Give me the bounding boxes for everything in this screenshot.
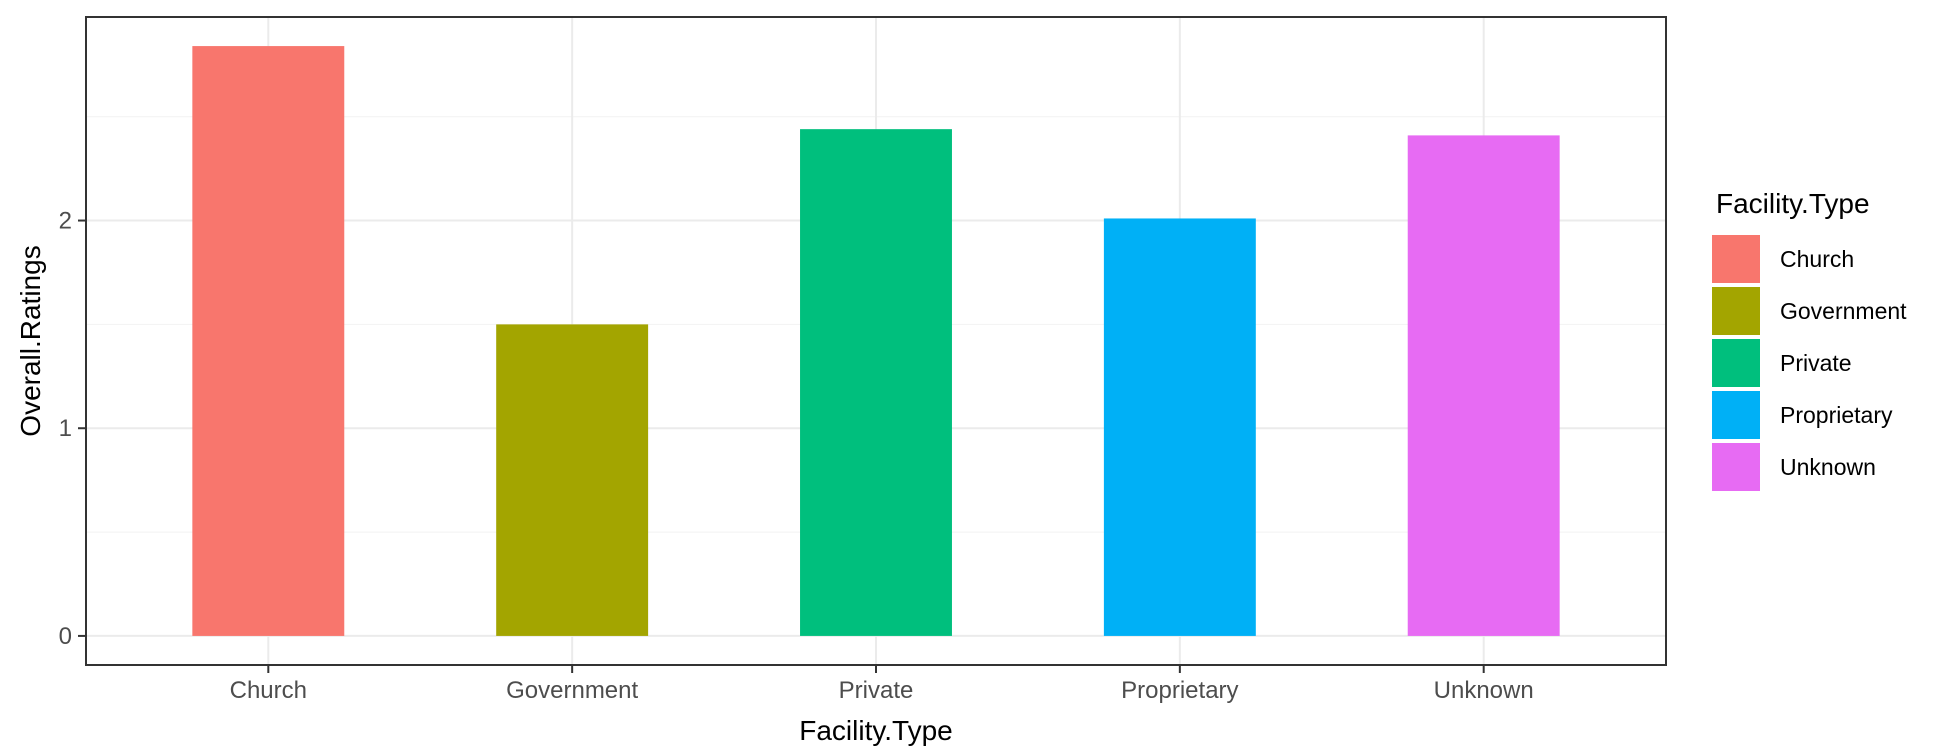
legend-swatch-church — [1712, 235, 1760, 283]
legend: Facility.Type Church Government Private Pro… — [1712, 188, 1907, 491]
legend-label-private: Private — [1780, 350, 1852, 376]
legend-label-government: Government — [1780, 298, 1907, 324]
legend-label-church: Church — [1780, 246, 1854, 272]
x-axis-title: Facility.Type — [799, 715, 953, 746]
bar-unknown — [1407, 135, 1560, 636]
legend-title: Facility.Type — [1716, 188, 1870, 219]
x-tick-label: Unknown — [1434, 677, 1534, 704]
bars — [192, 46, 1560, 636]
legend-label-unknown: Unknown — [1780, 454, 1876, 480]
legend-swatch-government — [1712, 287, 1760, 335]
y-axis-ticks: 0 1 2 — [59, 208, 86, 650]
x-tick-label: Proprietary — [1121, 677, 1238, 704]
bar-proprietary — [1103, 218, 1256, 636]
legend-swatch-proprietary — [1712, 391, 1760, 439]
y-axis-title: Overall.Ratings — [15, 245, 46, 436]
bar-government — [496, 324, 649, 636]
y-tick-label: 0 — [59, 623, 72, 650]
x-tick-label: Private — [839, 677, 914, 704]
y-tick-label: 2 — [59, 208, 72, 235]
x-axis-ticks: Church Government Private Proprietary Unknow… — [230, 665, 1534, 704]
y-tick-label: 1 — [59, 415, 72, 442]
x-tick-label: Church — [230, 677, 307, 704]
legend-swatch-unknown — [1712, 443, 1760, 491]
legend-label-proprietary: Proprietary — [1780, 402, 1893, 428]
x-tick-label: Government — [506, 677, 638, 704]
legend-items: Church Government Private Proprietary Unknow… — [1712, 235, 1907, 491]
legend-swatch-private — [1712, 339, 1760, 387]
bar-private — [800, 129, 952, 636]
bar-church — [192, 46, 345, 636]
